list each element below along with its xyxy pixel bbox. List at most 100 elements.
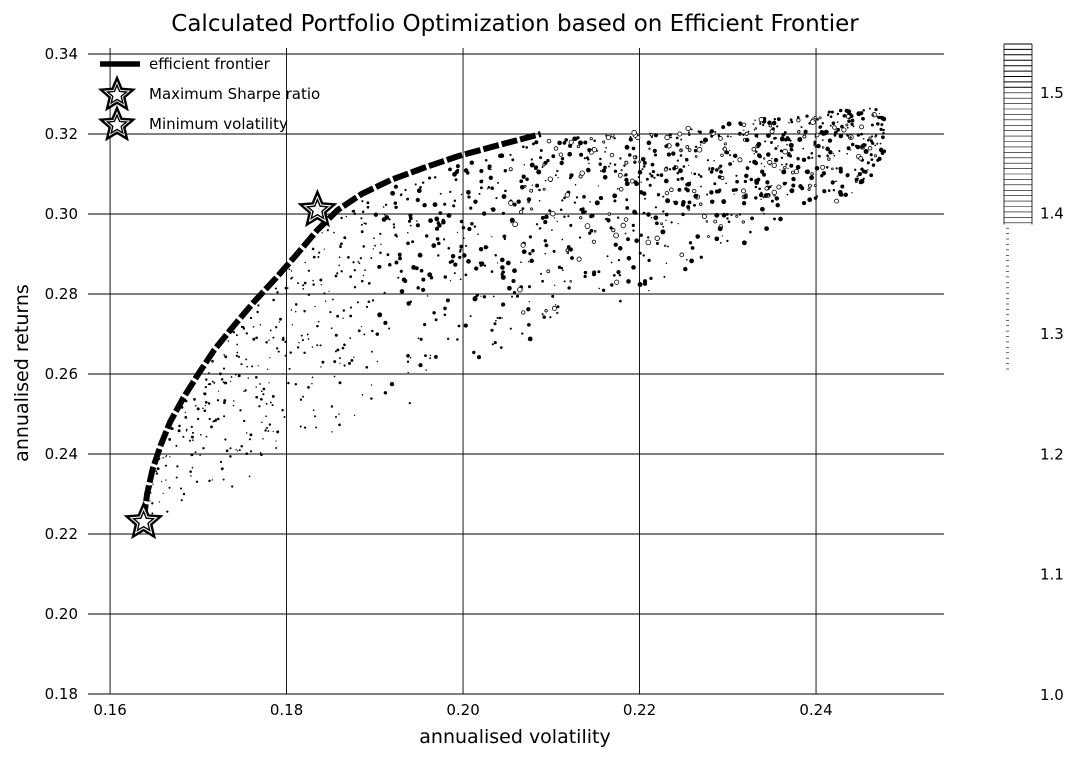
portfolio-point bbox=[247, 377, 250, 379]
portfolio-point bbox=[551, 229, 553, 231]
portfolio-point bbox=[464, 273, 468, 277]
portfolio-point bbox=[521, 249, 527, 255]
portfolio-point bbox=[370, 350, 373, 353]
portfolio-point bbox=[789, 188, 795, 194]
chart-legend: efficient frontier Maximum Sharpe ratio … bbox=[97, 55, 320, 142]
portfolio-point bbox=[725, 182, 727, 185]
portfolio-point bbox=[420, 287, 426, 293]
portfolio-point bbox=[619, 299, 622, 303]
portfolio-point bbox=[714, 130, 717, 133]
portfolio-point bbox=[536, 169, 542, 175]
portfolio-point bbox=[826, 154, 829, 158]
efficient-frontier-series bbox=[140, 131, 542, 521]
portfolio-point bbox=[655, 241, 660, 245]
portfolio-point bbox=[713, 160, 715, 162]
portfolio-point bbox=[501, 194, 507, 199]
portfolio-point bbox=[645, 239, 652, 246]
portfolio-point bbox=[546, 269, 551, 274]
portfolio-point bbox=[338, 381, 342, 385]
portfolio-point bbox=[227, 340, 230, 342]
portfolio-point bbox=[781, 132, 786, 137]
portfolio-point bbox=[437, 254, 440, 257]
x-tick-label: 0.18 bbox=[270, 701, 303, 719]
portfolio-point bbox=[166, 510, 169, 513]
portfolio-point bbox=[859, 124, 864, 130]
portfolio-point bbox=[443, 202, 447, 206]
portfolio-point bbox=[593, 139, 596, 142]
portfolio-point bbox=[455, 164, 460, 169]
portfolio-point bbox=[338, 357, 341, 360]
portfolio-point bbox=[764, 226, 769, 231]
portfolio-point bbox=[616, 216, 620, 219]
portfolio-point bbox=[429, 357, 432, 360]
portfolio-point bbox=[668, 133, 672, 137]
portfolio-point bbox=[262, 387, 266, 391]
portfolio-point bbox=[151, 502, 154, 505]
portfolio-point bbox=[771, 189, 777, 196]
portfolio-point bbox=[283, 416, 286, 418]
portfolio-point bbox=[694, 145, 698, 148]
portfolio-point bbox=[637, 176, 640, 179]
portfolio-point bbox=[427, 272, 433, 278]
portfolio-point bbox=[585, 167, 591, 173]
portfolio-point bbox=[842, 195, 844, 197]
portfolio-point bbox=[467, 195, 471, 199]
portfolio-point bbox=[720, 153, 724, 158]
portfolio-point bbox=[878, 113, 881, 115]
portfolio-point bbox=[807, 197, 813, 203]
portfolio-point bbox=[613, 137, 616, 140]
portfolio-point bbox=[276, 291, 279, 294]
portfolio-point bbox=[783, 131, 787, 134]
portfolio-point bbox=[771, 184, 773, 187]
portfolio-point bbox=[482, 211, 487, 216]
portfolio-point bbox=[530, 158, 533, 161]
portfolio-point bbox=[182, 435, 185, 438]
portfolio-point bbox=[852, 125, 855, 128]
efficient-frontier-line bbox=[140, 131, 542, 521]
portfolio-point bbox=[671, 151, 676, 156]
portfolio-point bbox=[416, 220, 418, 222]
portfolio-point bbox=[217, 390, 220, 392]
portfolio-point bbox=[359, 257, 362, 260]
portfolio-point bbox=[255, 386, 257, 388]
portfolio-point bbox=[249, 433, 253, 437]
portfolio-point bbox=[370, 384, 373, 386]
portfolio-point bbox=[681, 200, 686, 205]
portfolio-point bbox=[478, 192, 481, 195]
portfolio-point bbox=[561, 199, 564, 202]
portfolio-point bbox=[362, 274, 365, 277]
portfolio-point bbox=[272, 336, 275, 339]
portfolio-point bbox=[360, 217, 363, 220]
portfolio-point bbox=[493, 322, 497, 326]
portfolio-point bbox=[825, 146, 830, 152]
portfolio-point bbox=[502, 234, 507, 239]
portfolio-point bbox=[245, 358, 248, 361]
portfolio-point bbox=[631, 223, 635, 227]
portfolio-point bbox=[877, 115, 881, 120]
portfolio-point bbox=[500, 265, 505, 270]
portfolio-point bbox=[614, 279, 620, 285]
portfolio-point bbox=[675, 136, 679, 140]
portfolio-point bbox=[579, 216, 583, 220]
portfolio-point bbox=[450, 253, 456, 259]
portfolio-point bbox=[828, 150, 833, 155]
portfolio-point bbox=[584, 223, 591, 229]
portfolio-point bbox=[184, 416, 188, 419]
portfolio-point bbox=[379, 251, 382, 255]
portfolio-point bbox=[726, 217, 729, 220]
portfolio-point bbox=[718, 188, 722, 192]
portfolio-point bbox=[203, 409, 207, 413]
portfolio-point bbox=[551, 154, 556, 159]
portfolio-point bbox=[706, 159, 710, 162]
portfolio-point bbox=[529, 207, 534, 211]
portfolio-point bbox=[347, 256, 350, 259]
portfolio-point bbox=[384, 203, 388, 206]
portfolio-point bbox=[583, 270, 588, 275]
portfolio-point bbox=[690, 128, 693, 131]
portfolio-point bbox=[607, 212, 611, 216]
portfolio-point bbox=[408, 213, 413, 218]
portfolio-point bbox=[416, 286, 420, 290]
portfolio-point bbox=[611, 228, 616, 233]
portfolio-point bbox=[275, 326, 278, 329]
portfolio-point bbox=[546, 138, 552, 144]
